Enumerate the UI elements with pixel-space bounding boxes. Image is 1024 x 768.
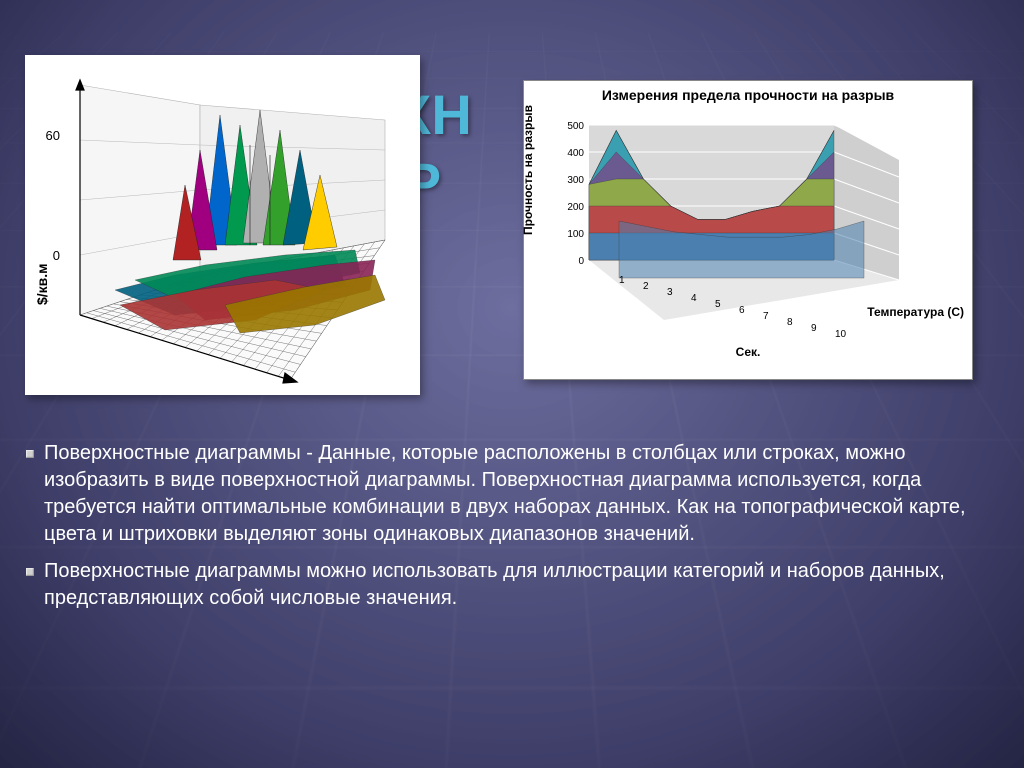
paragraph-1: Поверхностные диаграммы - Данные, которы…	[26, 440, 998, 548]
svg-text:8: 8	[787, 317, 793, 328]
svg-text:300: 300	[567, 175, 584, 186]
svg-text:500: 500	[567, 121, 584, 132]
left-ztick-60: 60	[46, 128, 60, 143]
left-surface-chart: 60 0 $/кв.м	[25, 55, 420, 395]
right-y-axis-label: Прочность на разрыв	[521, 105, 535, 235]
svg-text:10: 10	[835, 329, 847, 340]
paragraph-2-text: Поверхностные диаграммы можно использова…	[44, 560, 945, 609]
paragraph-2: Поверхностные диаграммы можно использова…	[26, 558, 998, 612]
svg-text:7: 7	[763, 311, 769, 322]
description-text: Поверхностные диаграммы - Данные, которы…	[26, 440, 998, 622]
right-surface-chart: Измерения предела прочности на разрыв	[523, 80, 973, 380]
svg-text:5: 5	[715, 299, 721, 310]
svg-text:4: 4	[691, 293, 697, 304]
bullet-icon	[26, 450, 34, 458]
svg-text:3: 3	[667, 287, 673, 298]
right-depth-axis-label: Температура (С)	[867, 305, 964, 319]
left-surface-svg: 60 0 $/кв.м	[25, 55, 420, 395]
svg-text:200: 200	[567, 202, 584, 213]
svg-text:0: 0	[578, 256, 584, 267]
left-ztick-0: 0	[53, 248, 60, 263]
bullet-icon	[26, 568, 34, 576]
svg-text:6: 6	[739, 305, 745, 316]
svg-text:2: 2	[643, 281, 649, 292]
svg-text:100: 100	[567, 229, 584, 240]
right-x-axis-label: Сек.	[736, 345, 761, 359]
right-surface-svg: 0 100 200 300 400 500 1 2 3 4 5 6 7 8 9 10	[524, 105, 974, 365]
svg-text:9: 9	[811, 323, 817, 334]
slide-content: ХН ГР	[0, 0, 1024, 768]
svg-text:400: 400	[567, 148, 584, 159]
right-chart-title: Измерения предела прочности на разрыв	[524, 81, 972, 105]
svg-text:1: 1	[619, 275, 625, 286]
left-z-axis-label: $/кв.м	[34, 263, 50, 305]
paragraph-1-text: Поверхностные диаграммы - Данные, которы…	[44, 442, 966, 545]
